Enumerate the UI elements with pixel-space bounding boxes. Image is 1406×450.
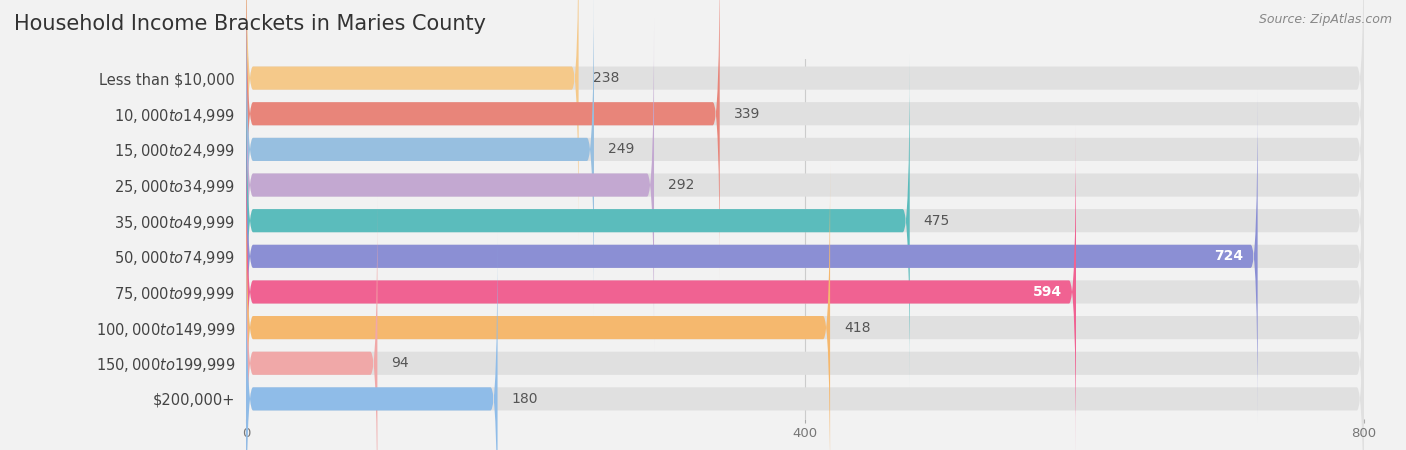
- FancyBboxPatch shape: [246, 197, 1364, 450]
- FancyBboxPatch shape: [246, 232, 1364, 450]
- FancyBboxPatch shape: [246, 90, 1257, 423]
- FancyBboxPatch shape: [246, 0, 579, 245]
- FancyBboxPatch shape: [246, 18, 1364, 351]
- Text: Source: ZipAtlas.com: Source: ZipAtlas.com: [1258, 14, 1392, 27]
- Text: 418: 418: [844, 320, 870, 335]
- FancyBboxPatch shape: [246, 0, 593, 316]
- Text: 724: 724: [1215, 249, 1244, 263]
- FancyBboxPatch shape: [246, 197, 377, 450]
- Text: 180: 180: [512, 392, 538, 406]
- FancyBboxPatch shape: [246, 54, 910, 387]
- FancyBboxPatch shape: [246, 0, 1364, 245]
- Text: Household Income Brackets in Maries County: Household Income Brackets in Maries Coun…: [14, 14, 486, 33]
- FancyBboxPatch shape: [246, 126, 1364, 450]
- FancyBboxPatch shape: [246, 0, 1364, 280]
- Text: 238: 238: [592, 71, 619, 85]
- FancyBboxPatch shape: [246, 161, 1364, 450]
- FancyBboxPatch shape: [246, 0, 720, 280]
- FancyBboxPatch shape: [246, 0, 1364, 316]
- Text: 475: 475: [924, 214, 950, 228]
- Text: 339: 339: [734, 107, 761, 121]
- FancyBboxPatch shape: [246, 126, 1076, 450]
- FancyBboxPatch shape: [246, 161, 830, 450]
- Text: 594: 594: [1033, 285, 1062, 299]
- FancyBboxPatch shape: [246, 232, 498, 450]
- FancyBboxPatch shape: [246, 18, 654, 351]
- FancyBboxPatch shape: [246, 90, 1364, 423]
- Text: 249: 249: [607, 142, 634, 157]
- Text: 292: 292: [668, 178, 695, 192]
- FancyBboxPatch shape: [246, 54, 1364, 387]
- Text: 94: 94: [391, 356, 409, 370]
